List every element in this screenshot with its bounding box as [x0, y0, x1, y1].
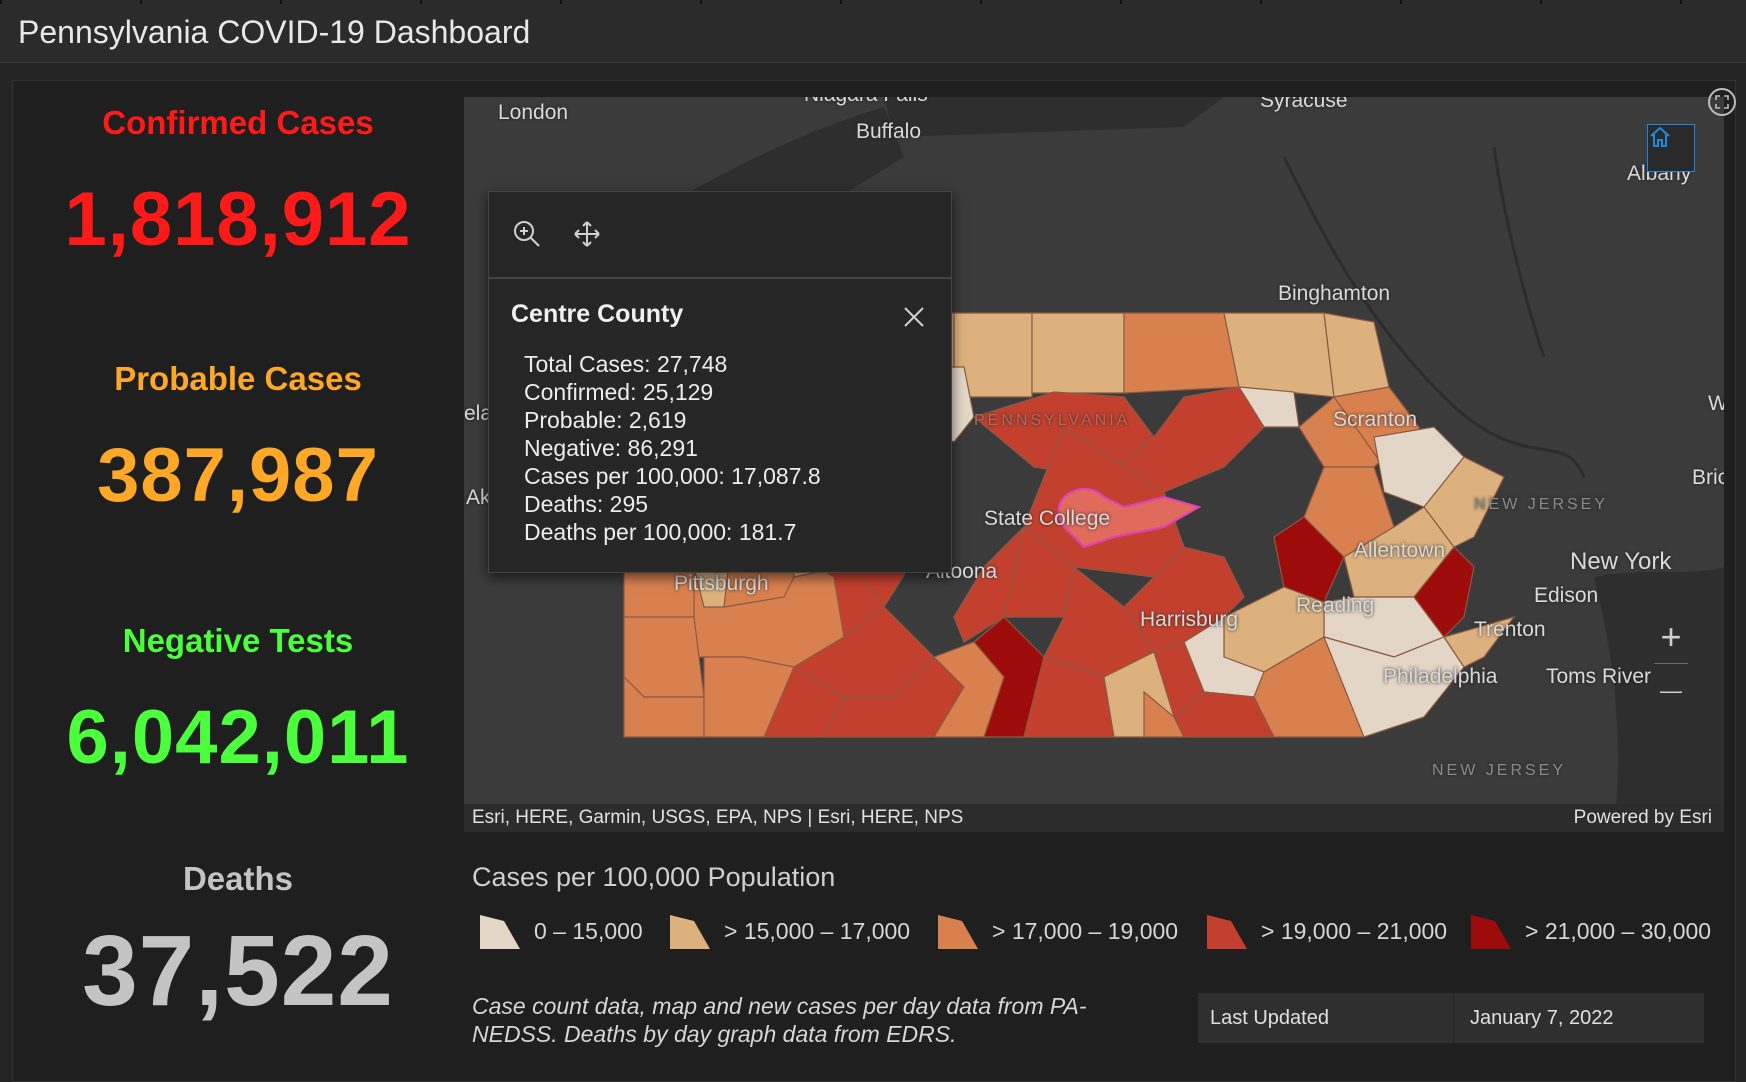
map-label-harrisburg: Harrisburg [1140, 608, 1239, 631]
deaths-label: Deaths [182, 860, 294, 897]
legend-item: > 17,000 – 19,000 [936, 906, 1178, 956]
confirmed-cases-label: Confirmed Cases [102, 104, 374, 141]
map-label-philadelphia: Philadelphia [1383, 665, 1498, 688]
legend-swatch [1471, 915, 1511, 949]
zoom-out-button[interactable]: — [1660, 678, 1682, 703]
legend-title: Cases per 100,000 Population [472, 862, 836, 892]
home-button[interactable] [1647, 124, 1695, 172]
map-label-w-fragment: W [1708, 392, 1724, 415]
header-bar: Pennsylvania COVID-19 Dashboard [0, 0, 1746, 63]
legend-item: > 15,000 – 17,000 [668, 906, 910, 956]
river [1492, 146, 1546, 358]
data-source-note: Case count data, map and new cases per d… [472, 993, 1087, 1047]
map-label-bridgeport-fragment: Bric [1692, 466, 1724, 489]
map-label-buffalo: Buffalo [856, 120, 921, 143]
probable-cases-value: 387,987 [97, 433, 379, 518]
map-attribution-bar: Esri, HERE, Garmin, USGS, EPA, NPS | Esr… [464, 804, 1724, 832]
popup-line-negative: Negative: 86,291 [524, 435, 698, 461]
legend-item: > 21,000 – 30,000 [1469, 906, 1711, 956]
atlantic-ocean [1594, 567, 1724, 832]
map-label-london: London [498, 101, 569, 124]
map-label-allentown: Allentown [1354, 539, 1446, 562]
last-updated-table: Last Updated January 7, 2022 [1198, 993, 1704, 1043]
river [1282, 156, 1586, 478]
map-label-new-york: New York [1570, 548, 1672, 575]
map-label-reading: Reading [1296, 594, 1375, 617]
map-label-niagara-falls: Niagara Falls [804, 97, 928, 107]
dashboard-title: Pennsylvania COVID-19 Dashboard [18, 14, 531, 50]
zoom-to-button[interactable] [511, 218, 543, 250]
expand-icon [1715, 95, 1729, 109]
map-label-binghamton: Binghamton [1278, 282, 1391, 305]
popup-line-deaths: Deaths: 295 [524, 491, 649, 517]
legend-swatch [1207, 915, 1247, 949]
legend-label: > 15,000 – 17,000 [724, 917, 911, 944]
negative-tests-value: 6,042,011 [66, 695, 410, 780]
deaths-value: 37,522 [82, 915, 394, 1027]
legend-label: 0 – 15,000 [534, 917, 643, 944]
fullscreen-button[interactable] [1708, 88, 1736, 116]
pan-button[interactable] [571, 218, 603, 250]
legend-item: > 19,000 – 21,000 [1205, 906, 1447, 956]
popup-title: Centre County [511, 300, 684, 328]
legend-label: > 17,000 – 19,000 [992, 917, 1179, 944]
legend-label: > 19,000 – 21,000 [1261, 917, 1448, 944]
move-icon [574, 221, 600, 247]
legend-label: > 21,000 – 30,000 [1525, 917, 1712, 944]
map-label-syracuse: Syracuse [1260, 97, 1348, 112]
probable-cases-stat: Probable Cases 387,987 [12, 360, 464, 519]
map-label-cleveland-fragment: ela [464, 402, 493, 425]
last-updated-label: Last Updated [1198, 993, 1454, 1043]
legend-item: 0 – 15,000 [478, 906, 643, 956]
county-popup: Centre County Total Cases: 27,748 Confir… [488, 191, 952, 573]
zoom-in-button[interactable]: + [1660, 616, 1682, 657]
header-ticks [0, 0, 1746, 4]
legend-swatch [938, 915, 978, 949]
map-attribution[interactable]: Esri, HERE, Garmin, USGS, EPA, NPS | Esr… [472, 807, 964, 828]
map-label-new-jersey: NEW JERSEY [1432, 762, 1567, 779]
confirmed-cases-value: 1,818,912 [64, 177, 412, 262]
legend-swatch [480, 915, 520, 949]
legend-swatch [670, 915, 710, 949]
map-label-edison: Edison [1534, 584, 1599, 607]
map-label-scranton: Scranton [1333, 408, 1418, 431]
map-label-toms-river: Toms River [1546, 665, 1652, 688]
confirmed-cases-stat: Confirmed Cases 1,818,912 [12, 104, 464, 263]
map-label-new-jersey: NEW JERSEY [1474, 496, 1609, 513]
map-canvas [614, 97, 1724, 832]
map-label-state-college: State College [984, 507, 1111, 530]
popup-details: Total Cases: 27,748 Confirmed: 25,129 Pr… [524, 350, 821, 546]
popup-line-confirmed: Confirmed: 25,129 [524, 379, 714, 405]
last-updated-value: January 7, 2022 [1470, 1007, 1614, 1029]
popup-line-total-cases: Total Cases: 27,748 [524, 351, 728, 377]
popup-line-deaths-per-100k: Deaths per 100,000: 181.7 [524, 519, 797, 545]
map-label-trenton: Trenton [1474, 618, 1546, 641]
map-label-akron-fragment: Ak [466, 486, 491, 509]
deaths-stat: Deaths 37,522 [12, 860, 464, 1029]
close-icon [904, 307, 924, 327]
zoom-in-icon [514, 221, 540, 247]
zoom-divider [1654, 663, 1688, 664]
powered-by-esri[interactable]: Powered by Esri [1573, 807, 1712, 828]
popup-line-cases-per-100k: Cases per 100,000: 17,087.8 [524, 463, 821, 489]
negative-tests-stat: Negative Tests 6,042,011 [12, 622, 464, 781]
popup-close-button[interactable] [901, 304, 927, 330]
lake-ontario [884, 97, 1224, 137]
popup-toolbar [489, 192, 951, 279]
home-icon [1650, 126, 1670, 147]
map-label-pittsburgh: Pittsburgh [674, 572, 769, 595]
popup-line-probable: Probable: 2,619 [524, 407, 687, 433]
negative-tests-label: Negative Tests [122, 622, 354, 659]
probable-cases-label: Probable Cases [114, 360, 362, 397]
map-label-pennsylvania: PENNSYLVANIA [974, 412, 1131, 429]
